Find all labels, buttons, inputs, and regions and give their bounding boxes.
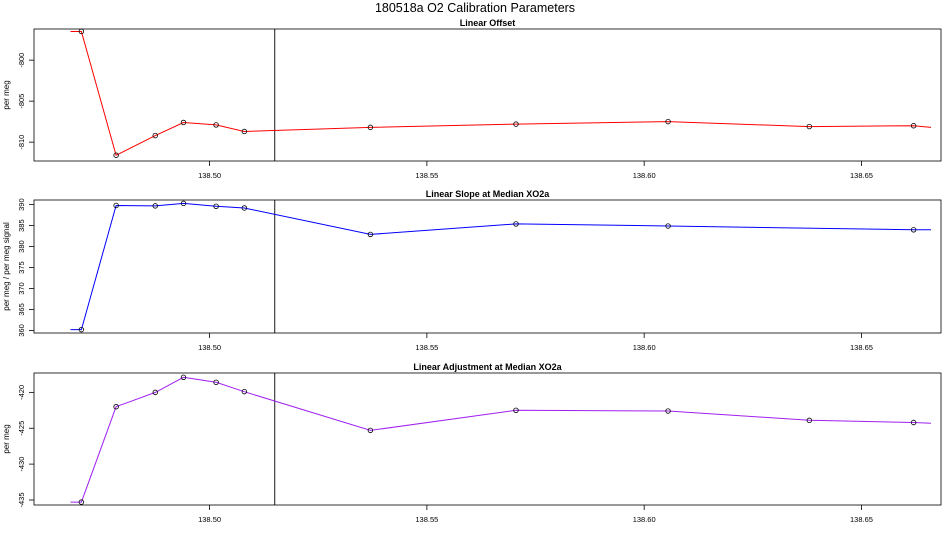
- data-point: [367, 124, 374, 131]
- x-tick-label: 138.55: [415, 515, 438, 524]
- y-tick-label: 360: [17, 324, 26, 337]
- y-tick-label: -800: [17, 53, 26, 68]
- series-line: [70, 202, 931, 331]
- data-point: [910, 419, 917, 426]
- panel-linear-adjustment: Linear Adjustment at Median XO2a 138.50 13…: [2, 362, 942, 524]
- data-point: [665, 223, 671, 229]
- y-tick-label: -420: [17, 385, 26, 400]
- y-tick-label: 375: [17, 261, 26, 274]
- data-point: [213, 379, 219, 386]
- data-point: [113, 152, 119, 158]
- figure-title: 180518a O2 Calibration Parameters: [374, 1, 576, 15]
- y-tick-label: -805: [17, 94, 26, 109]
- data-point: [513, 221, 519, 227]
- data-point: [152, 132, 158, 139]
- data-point: [180, 374, 187, 381]
- data-point: [180, 119, 187, 126]
- data-point: [513, 407, 519, 414]
- y-tick-label: -435: [17, 492, 26, 507]
- x-tick-label: 138.50: [198, 171, 221, 180]
- data-point: [665, 408, 671, 414]
- y-tick-label: 365: [17, 303, 26, 316]
- data-point: [513, 121, 519, 127]
- data-point: [241, 128, 248, 135]
- y-tick-label: 370: [17, 282, 26, 295]
- y-axis-label: per meg / per meg signal: [2, 222, 11, 311]
- panel-title: Linear Slope at Median XO2a: [426, 189, 551, 199]
- series-line: [70, 376, 932, 503]
- data-point: [367, 427, 374, 434]
- data-point: [367, 231, 374, 238]
- data-point: [241, 388, 248, 395]
- data-point: [241, 205, 248, 211]
- x-tick-label: 138.65: [850, 343, 873, 352]
- x-tick-label: 138.65: [850, 515, 873, 524]
- x-tick-label: 138.60: [633, 171, 656, 180]
- data-point: [113, 202, 119, 209]
- y-tick-label: 380: [17, 240, 26, 253]
- data-point: [213, 203, 219, 209]
- y-tick-label: -810: [17, 135, 26, 150]
- plot-frame: [33, 199, 942, 334]
- panel-title: Linear Adjustment at Median XO2a: [413, 362, 562, 372]
- panel-title: Linear Offset: [460, 18, 516, 28]
- plot-frame: [33, 372, 942, 506]
- panel-linear-slope: Linear Slope at Median XO2a 138.50 138.55 1…: [2, 189, 942, 352]
- data-point: [152, 203, 158, 209]
- x-tick-label: 138.50: [198, 515, 221, 524]
- data-point: [910, 123, 917, 129]
- x-tick-label: 138.60: [633, 515, 656, 524]
- data-point: [806, 123, 813, 130]
- x-tick-label: 138.50: [198, 343, 221, 352]
- x-tick-label: 138.55: [415, 343, 438, 352]
- y-tick-label: -430: [17, 457, 26, 472]
- y-axis-label: per meg: [2, 424, 11, 453]
- data-point: [152, 389, 158, 396]
- data-point: [78, 28, 85, 35]
- plot-frame: [33, 28, 942, 162]
- data-point: [213, 122, 219, 128]
- data-point: [113, 404, 119, 410]
- y-tick-label: -425: [17, 421, 26, 436]
- data-point: [78, 499, 85, 505]
- x-tick-label: 138.55: [415, 171, 438, 180]
- data-point: [910, 227, 917, 233]
- panel-linear-offset: Linear Offset 138.50 138.55 138.60 138.65 -80…: [2, 18, 942, 180]
- data-point: [806, 417, 813, 424]
- y-tick-label: 390: [17, 198, 26, 211]
- y-tick-label: 385: [17, 219, 26, 232]
- data-point: [665, 118, 671, 125]
- x-tick-label: 138.60: [633, 343, 656, 352]
- y-axis-label: per meg: [2, 80, 11, 109]
- data-point: [180, 200, 187, 207]
- x-tick-label: 138.65: [850, 171, 873, 180]
- series-line: [70, 31, 932, 157]
- data-point: [78, 326, 85, 333]
